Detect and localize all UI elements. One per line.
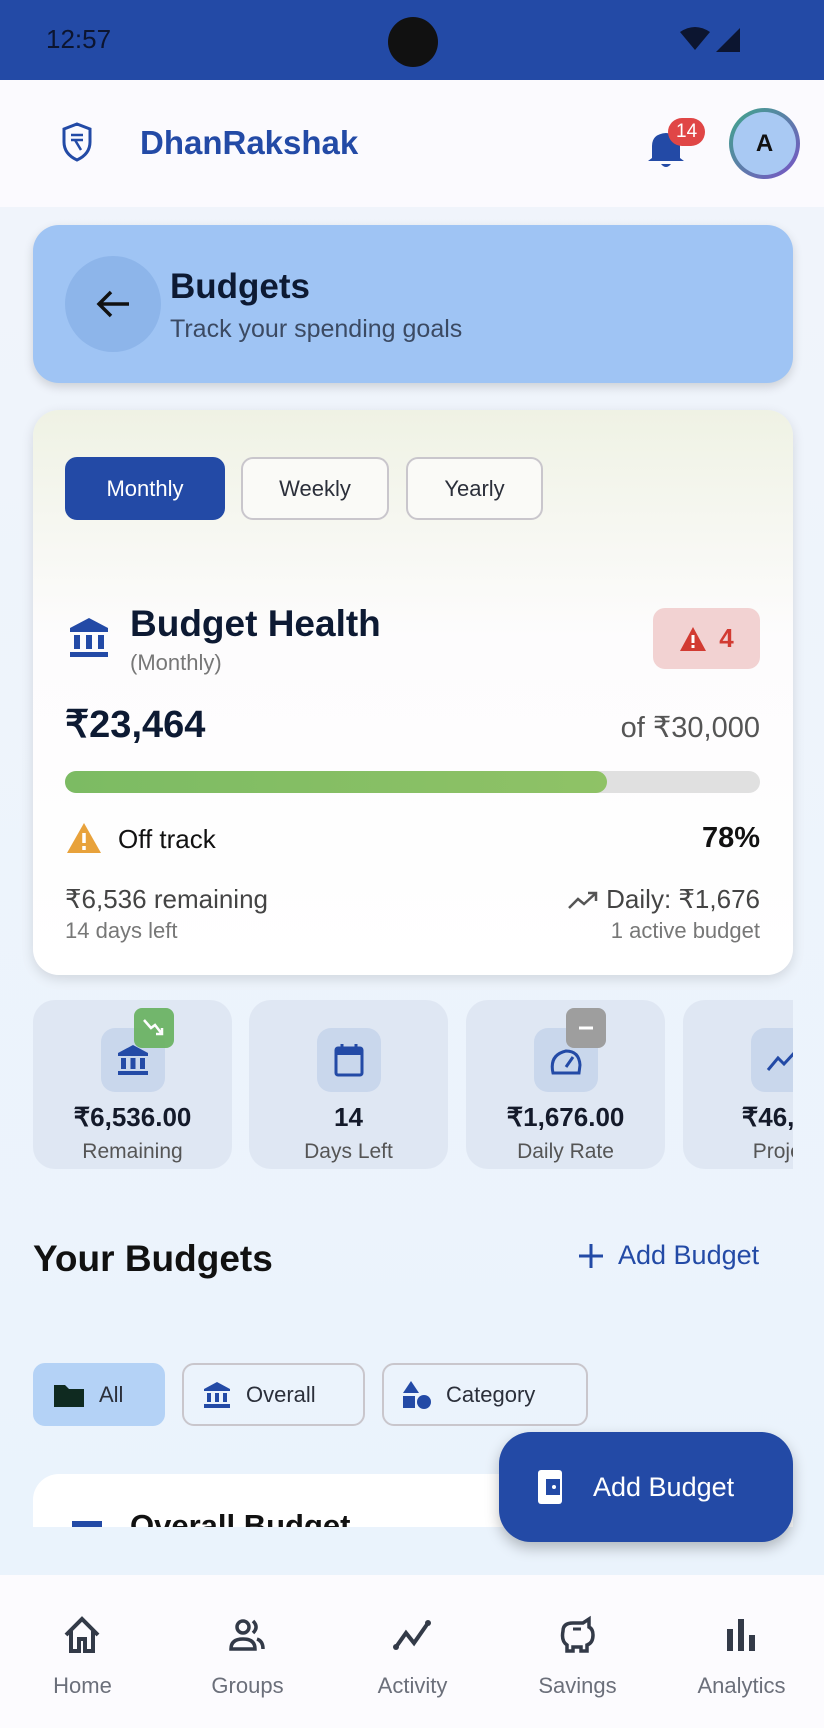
back-button[interactable]: [65, 256, 161, 352]
nav-groups[interactable]: Groups: [165, 1575, 330, 1728]
trending-up-icon: [568, 891, 598, 909]
calendar-icon: [72, 1521, 102, 1527]
stat-card-daily-rate[interactable]: ₹1,676.00 Daily Rate: [466, 1000, 665, 1169]
stat-value: ₹46,92: [741, 1102, 793, 1132]
stat-label: Projec: [752, 1140, 793, 1163]
stat-value: ₹1,676.00: [506, 1102, 625, 1132]
filter-label: All: [99, 1381, 124, 1407]
arrow-left-icon: [96, 290, 129, 318]
section-title: Your Budgets: [33, 1238, 273, 1279]
remaining-text: ₹6,536 remaining: [65, 884, 268, 914]
add-budget-link[interactable]: Add Budget: [578, 1240, 759, 1271]
days-left-text: 14 days left: [65, 918, 178, 943]
bank-icon: [118, 1045, 148, 1075]
plus-icon: [579, 1243, 603, 1268]
budget-total: of ₹30,000: [620, 712, 760, 744]
page-subtitle: Track your spending goals: [170, 315, 463, 343]
nav-label: Activity: [377, 1673, 448, 1698]
stat-card-remaining[interactable]: ₹6,536.00 Remaining: [33, 1000, 232, 1169]
trending-up-icon: [766, 1052, 793, 1071]
alert-badge[interactable]: 4: [653, 608, 760, 669]
notifications-button[interactable]: 14: [644, 118, 706, 172]
app-title: DhanRakshak: [140, 124, 359, 161]
stat-value: ₹6,536.00: [73, 1102, 192, 1132]
daily-rate: Daily: ₹1,676: [568, 884, 760, 915]
nav-savings[interactable]: Savings: [495, 1575, 660, 1728]
filter-overall[interactable]: Overall: [182, 1363, 365, 1426]
fab-label: Add Budget: [593, 1471, 735, 1502]
folder-icon: [54, 1384, 84, 1407]
avatar[interactable]: A: [729, 108, 800, 179]
progress-fill: [65, 771, 608, 793]
active-budgets: 1 active budget: [610, 918, 760, 943]
bank-icon: [204, 1381, 230, 1408]
page-header-card: Budgets Track your spending goals: [33, 225, 793, 383]
page-title: Budgets: [170, 267, 310, 306]
calendar-icon: [334, 1044, 364, 1077]
groups-icon: [229, 1619, 265, 1651]
piggy-bank-icon: [560, 1615, 595, 1653]
stat-label: Days Left: [304, 1140, 393, 1163]
warning-icon: [67, 823, 101, 853]
nav-label: Savings: [538, 1673, 617, 1698]
stat-value: 14: [334, 1102, 363, 1132]
stat-label: Daily Rate: [517, 1140, 614, 1163]
activity-chart-icon: [393, 1620, 431, 1650]
clock: 12:57: [46, 24, 112, 54]
trending-down-icon: [143, 1019, 164, 1036]
spent-amount: ₹23,464: [65, 704, 206, 746]
stats-carousel[interactable]: ₹6,536.00 Remaining 14 Days Left ₹1,676.…: [0, 990, 793, 1180]
add-budget-fab[interactable]: Add Budget: [499, 1432, 793, 1542]
stat-card-days-left[interactable]: 14 Days Left: [249, 1000, 448, 1169]
warning-icon: [680, 626, 707, 651]
percent-label: 78%: [701, 822, 760, 854]
stat-label: Remaining: [82, 1140, 183, 1163]
shield-logo-icon: [62, 122, 92, 162]
app-header: DhanRakshak 14 A: [0, 80, 824, 207]
status-bar: 12:57: [0, 0, 824, 80]
nav-label: Home: [53, 1673, 112, 1698]
notification-badge: 14: [668, 118, 706, 146]
neutral-badge: [566, 1008, 606, 1048]
tab-weekly[interactable]: Weekly: [241, 457, 389, 520]
progress-bar: [65, 771, 760, 793]
status-text: Off track: [118, 824, 216, 854]
health-title: Budget Health: [130, 603, 381, 644]
tab-monthly[interactable]: Monthly: [65, 457, 225, 520]
trending-down-badge: [134, 1008, 174, 1048]
stat-card-projected[interactable]: ₹46,92 Projec: [683, 1000, 793, 1169]
filter-label: Overall: [246, 1381, 316, 1407]
wallet-icon: [538, 1470, 562, 1504]
health-period: (Monthly): [130, 650, 222, 675]
home-icon: [64, 1616, 100, 1653]
filter-category[interactable]: Category: [382, 1363, 588, 1426]
nav-analytics[interactable]: Analytics: [659, 1575, 824, 1728]
alert-count: 4: [719, 623, 734, 653]
add-budget-link-label: Add Budget: [618, 1240, 760, 1270]
speedometer-icon: [550, 1049, 582, 1075]
budget-card-title: Overall Budget: [130, 1508, 351, 1527]
wifi-signal-icon: [680, 27, 740, 52]
filter-all[interactable]: All: [33, 1363, 165, 1426]
nav-activity[interactable]: Activity: [330, 1575, 495, 1728]
nav-home[interactable]: Home: [0, 1575, 165, 1728]
daily-text: Daily: ₹1,676: [606, 884, 760, 914]
bar-chart-icon: [727, 1619, 755, 1651]
camera-cutout: [388, 17, 438, 67]
tab-yearly[interactable]: Yearly: [406, 457, 543, 520]
nav-label: Analytics: [697, 1673, 786, 1698]
bottom-nav: Home Groups Activity Savings Analytics: [0, 1575, 824, 1728]
bank-icon: [70, 618, 108, 657]
avatar-initial: A: [733, 112, 796, 175]
category-shapes-icon: [403, 1380, 431, 1409]
minus-icon: [579, 1026, 593, 1030]
nav-label: Groups: [211, 1673, 284, 1698]
filter-label: Category: [446, 1381, 536, 1407]
